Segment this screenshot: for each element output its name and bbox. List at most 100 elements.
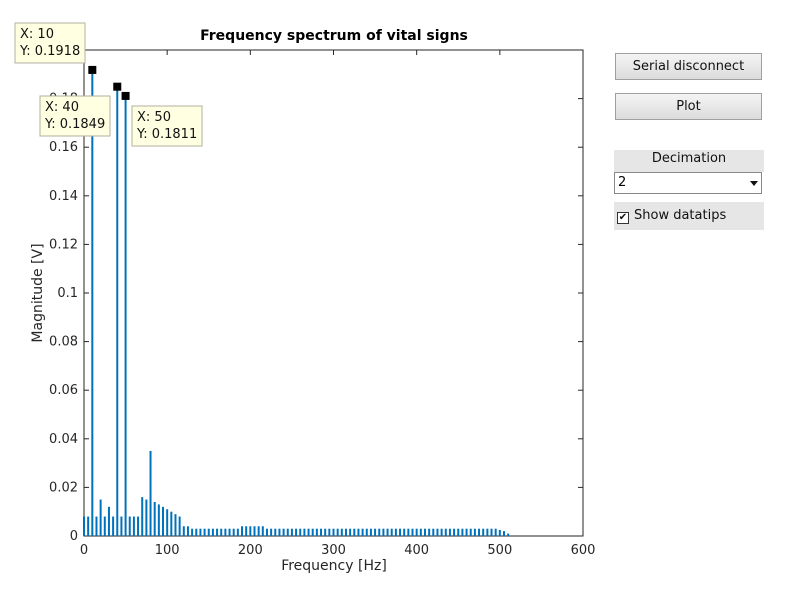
- decimation-value: 2: [618, 175, 627, 190]
- bar: [320, 528, 323, 536]
- bar: [361, 528, 364, 536]
- bar: [220, 528, 223, 536]
- datatip-marker: [121, 91, 130, 100]
- bar: [182, 526, 185, 536]
- y-axis-label: Magnitude [V]: [30, 243, 46, 342]
- bar: [166, 509, 169, 536]
- bar: [311, 528, 314, 536]
- bar: [157, 504, 160, 536]
- bar: [270, 528, 273, 536]
- bar: [232, 528, 235, 536]
- bar: [203, 528, 206, 536]
- bar: [365, 528, 368, 536]
- bar: [407, 528, 410, 536]
- bar: [253, 526, 256, 536]
- bar: [241, 526, 244, 536]
- bar: [419, 528, 422, 536]
- bar: [415, 528, 418, 536]
- bar: [382, 528, 385, 536]
- bar: [507, 533, 510, 536]
- bar: [328, 528, 331, 536]
- y-tick-label: 0: [70, 529, 78, 544]
- bar: [444, 528, 447, 536]
- bar: [95, 516, 98, 536]
- y-tick-label: 0.14: [49, 189, 78, 204]
- bar: [303, 528, 306, 536]
- bar: [99, 499, 102, 536]
- datatip-box: [131, 105, 203, 147]
- bar: [174, 514, 177, 536]
- x-tick-label: 200: [238, 543, 263, 558]
- bar: [282, 528, 285, 536]
- bar: [340, 528, 343, 536]
- bar: [378, 528, 381, 536]
- bar: [353, 528, 356, 536]
- bar: [261, 526, 264, 536]
- bar: [112, 516, 115, 536]
- y-tick-label: 0.1: [57, 286, 78, 301]
- bar: [149, 450, 152, 536]
- bar: [224, 528, 227, 536]
- bar: [428, 528, 431, 536]
- chart: Frequency spectrum of vital signs Freque…: [14, 22, 596, 574]
- bar: [116, 86, 119, 537]
- bar: [265, 528, 268, 536]
- bar: [87, 516, 90, 536]
- bar: [278, 528, 281, 536]
- bar: [211, 528, 214, 536]
- y-tick-label: 0.16: [49, 140, 78, 155]
- bar: [494, 528, 497, 536]
- bar: [478, 528, 481, 536]
- decimation-select[interactable]: 2: [614, 172, 762, 194]
- bar: [107, 506, 110, 536]
- bar: [286, 528, 289, 536]
- datatip-box: [14, 22, 86, 64]
- bar: [249, 526, 252, 536]
- dropdown-arrow: [750, 181, 758, 186]
- bar: [91, 69, 94, 537]
- bar: [486, 528, 489, 536]
- x-tick-label: 100: [155, 543, 180, 558]
- y-tick-label: 0.02: [49, 480, 78, 495]
- bar: [145, 499, 148, 536]
- x-tick-label: 300: [321, 543, 346, 558]
- datatip-text: X: 40: [45, 100, 79, 115]
- x-tick-label: 400: [404, 543, 429, 558]
- bar: [141, 497, 144, 536]
- bar: [124, 95, 127, 536]
- datatip-text: X: 10: [20, 27, 54, 42]
- bar: [228, 528, 231, 536]
- x-axis-label: Frequency [Hz]: [281, 558, 387, 574]
- bar: [295, 528, 298, 536]
- bar: [411, 528, 414, 536]
- bar: [465, 528, 468, 536]
- datatip-text: Y: 0.1849: [44, 117, 105, 132]
- x-tick-label: 0: [80, 543, 88, 558]
- bar: [336, 528, 339, 536]
- bar: [186, 526, 189, 536]
- checkbox-label: Show datatips: [634, 208, 727, 223]
- bar: [482, 528, 485, 536]
- bar: [324, 528, 327, 536]
- bar: [369, 528, 372, 536]
- bar: [399, 528, 402, 536]
- bar: [120, 516, 123, 536]
- datatip-text: Y: 0.1918: [19, 44, 80, 59]
- bar: [349, 528, 352, 536]
- bar: [83, 516, 85, 536]
- bar: [191, 528, 194, 536]
- x-tick-label: 600: [571, 543, 596, 558]
- datatip-text: X: 50: [137, 110, 171, 125]
- plot-button[interactable]: Plot: [615, 93, 762, 120]
- bar: [457, 528, 460, 536]
- serial-button[interactable]: Serial disconnect: [615, 53, 762, 80]
- bar: [315, 528, 318, 536]
- bar: [423, 528, 426, 536]
- y-tick-label: 0.06: [49, 383, 78, 398]
- bar: [440, 528, 443, 536]
- bar: [128, 516, 131, 536]
- bar: [390, 528, 393, 536]
- datatips-checkbox[interactable]: ✔ Show datatips: [614, 202, 764, 230]
- chart-title: Frequency spectrum of vital signs: [200, 28, 468, 44]
